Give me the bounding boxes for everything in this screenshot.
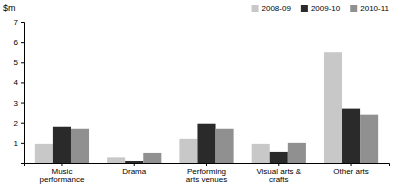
bar xyxy=(324,52,342,163)
y-tick-mark xyxy=(21,123,24,124)
y-tick: 7 xyxy=(14,18,24,27)
x-tick: Musicperformance xyxy=(39,163,84,184)
bar xyxy=(53,127,71,163)
legend-label: 2010-11 xyxy=(360,4,389,13)
x-tick-mark xyxy=(61,163,62,166)
x-tick-mark xyxy=(351,163,352,166)
y-tick-label: 6 xyxy=(14,38,19,47)
x-tick-mark xyxy=(134,163,135,166)
x-tick-label-line: Other arts xyxy=(333,167,369,176)
bar xyxy=(342,109,360,163)
y-tick-label: 5 xyxy=(14,58,19,67)
legend-item: 2008-09 xyxy=(252,4,292,13)
legend: 2008-09 2009-10 2010-11 xyxy=(252,4,390,13)
x-tick-label-line: Visual arts & xyxy=(256,167,301,176)
chart: 1 2 3 4 5 6 7 Musicperformance Drama Performingar… xyxy=(0,0,397,189)
y-tick: 3 xyxy=(14,99,24,108)
x-tick-label-line: Performing xyxy=(187,167,226,176)
y-tick-mark xyxy=(21,82,24,83)
y-tick: 6 xyxy=(14,38,24,47)
legend-item: 2009-10 xyxy=(301,4,341,13)
y-tick-mark xyxy=(21,163,24,164)
bars xyxy=(35,52,378,163)
x-tick-mark xyxy=(278,163,279,166)
y-tick: 2 xyxy=(14,119,24,128)
legend-label: 2008-09 xyxy=(262,4,292,13)
plot: 1 2 3 4 5 6 7 Musicperformance Drama Performingar… xyxy=(14,18,390,184)
y-tick-mark xyxy=(21,42,24,43)
y-tick: 4 xyxy=(14,78,24,87)
bar-series xyxy=(53,109,360,163)
axis-line xyxy=(25,164,390,167)
bar xyxy=(288,143,306,163)
x-tick-label-line: Drama xyxy=(122,167,147,176)
legend-item: 2010-11 xyxy=(350,4,389,13)
x-tick: Performingarts venues xyxy=(186,163,227,184)
x-tick-label: Performingarts venues xyxy=(186,167,227,185)
y-tick-mark xyxy=(21,103,24,104)
y-tick-label: 2 xyxy=(14,119,19,128)
x-tick-label-line: arts venues xyxy=(186,175,227,184)
y-label: $m xyxy=(3,3,16,13)
bar xyxy=(216,129,234,163)
bar xyxy=(360,115,378,163)
x-tick: Drama xyxy=(122,163,147,176)
bar-series xyxy=(71,115,378,163)
bar xyxy=(197,124,215,163)
bar xyxy=(270,152,288,163)
bar xyxy=(107,157,125,163)
x-tick: Other arts xyxy=(333,163,369,176)
y-tick-label: 7 xyxy=(14,18,19,27)
legend-label: 2009-10 xyxy=(311,4,341,13)
bar xyxy=(179,139,197,163)
bar-series xyxy=(35,52,342,163)
bar xyxy=(35,144,53,163)
bar xyxy=(125,161,143,163)
y-tick-mark xyxy=(21,22,24,23)
legend-swatch xyxy=(301,5,308,12)
bar xyxy=(143,153,161,163)
x-tick-label: Visual arts &crafts xyxy=(256,167,301,185)
x-tick-label: Musicperformance xyxy=(39,167,84,185)
axis-line xyxy=(21,23,25,164)
y-tick xyxy=(21,163,24,164)
y-tick-mark xyxy=(21,143,24,144)
x-tick-label-line: Music xyxy=(52,167,73,176)
bar xyxy=(71,129,89,163)
x-tick-label-line: crafts xyxy=(269,175,289,184)
y-tick-label: 4 xyxy=(14,78,19,87)
y-tick-mark xyxy=(21,62,24,63)
y-tick: 1 xyxy=(14,139,24,148)
x-tick-label-line: performance xyxy=(39,175,84,184)
y-tick: 5 xyxy=(14,58,24,67)
y-axis: 1 2 3 4 5 6 7 xyxy=(14,18,25,163)
x-axis: Musicperformance Drama Performingarts venu… xyxy=(25,163,390,184)
x-tick-label: Other arts xyxy=(333,167,369,176)
x-tick-label: Drama xyxy=(122,167,147,176)
y-tick-label: 1 xyxy=(14,139,19,148)
y-tick-label: 3 xyxy=(14,99,19,108)
legend-swatch xyxy=(350,5,357,12)
x-tick-mark xyxy=(206,163,207,166)
legend-swatch xyxy=(252,5,259,12)
x-tick: Visual arts &crafts xyxy=(256,163,301,184)
bar xyxy=(252,144,270,163)
